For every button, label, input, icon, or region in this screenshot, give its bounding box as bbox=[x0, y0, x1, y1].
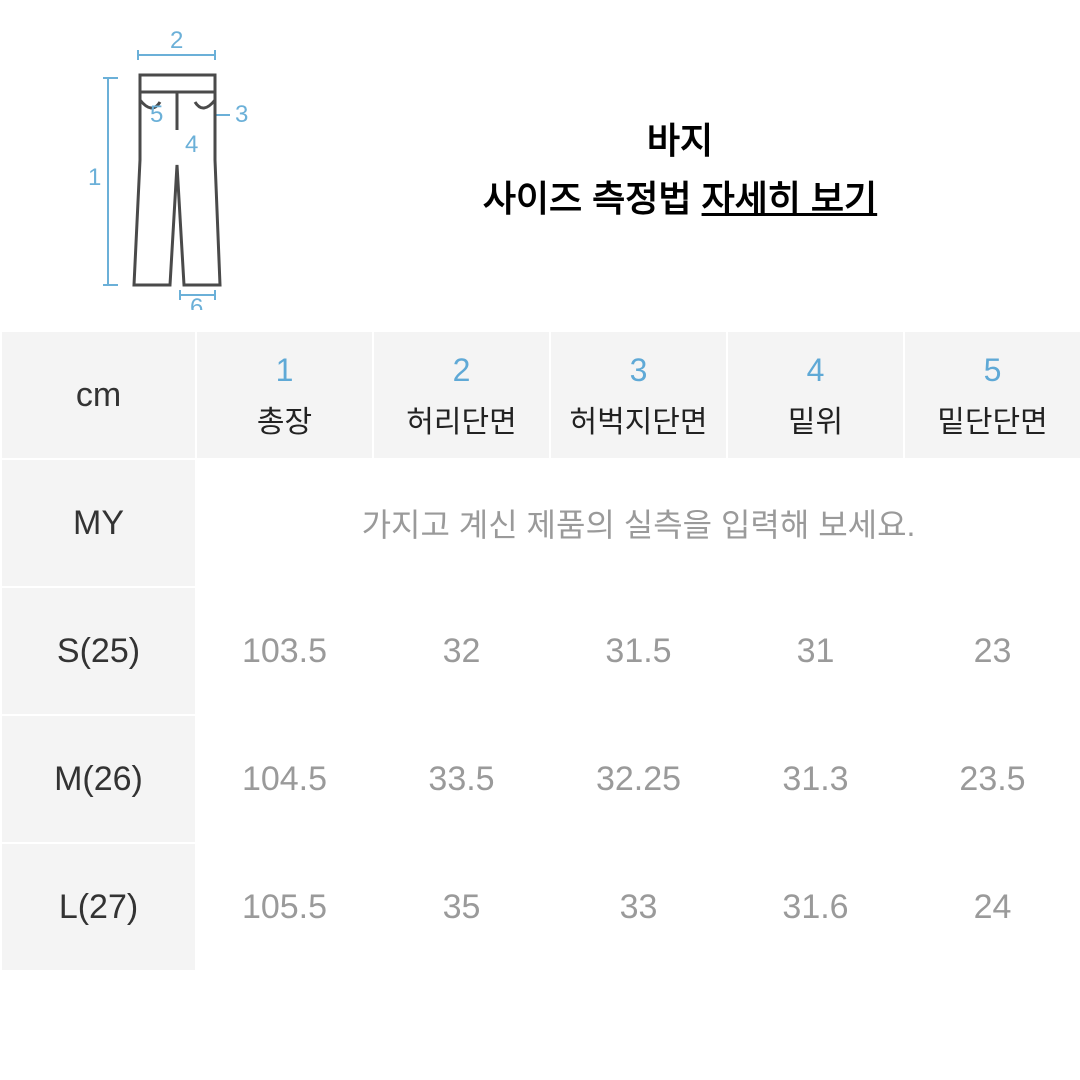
col-label-5: 밑단단면 bbox=[905, 400, 1080, 445]
size-val: 31.5 bbox=[550, 587, 727, 715]
size-val: 31 bbox=[727, 587, 904, 715]
size-val: 24 bbox=[904, 843, 1080, 971]
col-num-2: 2 bbox=[374, 346, 549, 394]
diagram-label-4: 4 bbox=[185, 131, 198, 158]
diagram-label-6: 6 bbox=[190, 294, 203, 310]
col-header-5: 5 밑단단면 bbox=[904, 331, 1080, 459]
size-label: M(26) bbox=[1, 715, 196, 843]
unit-header: cm bbox=[1, 331, 196, 459]
size-table: cm 1 총장 2 허리단면 3 허벅지단면 4 밑위 5 밑단단면 bbox=[0, 330, 1080, 972]
size-val: 32 bbox=[373, 587, 550, 715]
size-val: 23.5 bbox=[904, 715, 1080, 843]
size-val: 35 bbox=[373, 843, 550, 971]
col-label-3: 허벅지단면 bbox=[551, 400, 726, 445]
table-row: M(26) 104.5 33.5 32.25 31.3 23.5 bbox=[1, 715, 1080, 843]
col-num-4: 4 bbox=[728, 346, 903, 394]
header-region: 2 1 3 4 5 6 바지 사이즈 측정법 자세히 보기 bbox=[0, 0, 1080, 330]
col-header-1: 1 총장 bbox=[196, 331, 373, 459]
col-num-3: 3 bbox=[551, 346, 726, 394]
title-block: 바지 사이즈 측정법 자세히 보기 bbox=[360, 112, 1060, 227]
size-label: L(27) bbox=[1, 843, 196, 971]
measure-method-label: 사이즈 측정법 bbox=[483, 178, 692, 219]
table-header-row: cm 1 총장 2 허리단면 3 허벅지단면 4 밑위 5 밑단단면 bbox=[1, 331, 1080, 459]
diagram-label-5: 5 bbox=[150, 101, 163, 128]
col-header-2: 2 허리단면 bbox=[373, 331, 550, 459]
col-label-2: 허리단면 bbox=[374, 400, 549, 445]
size-val: 23 bbox=[904, 587, 1080, 715]
size-val: 103.5 bbox=[196, 587, 373, 715]
table-row: S(25) 103.5 32 31.5 31 23 bbox=[1, 587, 1080, 715]
detail-link[interactable]: 자세히 보기 bbox=[702, 178, 878, 219]
size-val: 31.3 bbox=[727, 715, 904, 843]
size-val: 32.25 bbox=[550, 715, 727, 843]
my-size-row[interactable]: MY 가지고 계신 제품의 실측을 입력해 보세요. bbox=[1, 459, 1080, 587]
col-label-1: 총장 bbox=[197, 400, 372, 445]
diagram-label-1: 1 bbox=[88, 164, 101, 191]
col-label-4: 밑위 bbox=[728, 400, 903, 445]
size-val: 33 bbox=[550, 843, 727, 971]
my-size-prompt[interactable]: 가지고 계신 제품의 실측을 입력해 보세요. bbox=[196, 459, 1080, 587]
col-num-5: 5 bbox=[905, 346, 1080, 394]
my-label: MY bbox=[1, 459, 196, 587]
col-num-1: 1 bbox=[197, 346, 372, 394]
pants-diagram: 2 1 3 4 5 6 bbox=[60, 30, 280, 310]
diagram-label-3: 3 bbox=[235, 101, 248, 128]
size-val: 105.5 bbox=[196, 843, 373, 971]
size-val: 33.5 bbox=[373, 715, 550, 843]
size-val: 104.5 bbox=[196, 715, 373, 843]
table-row: L(27) 105.5 35 33 31.6 24 bbox=[1, 843, 1080, 971]
product-type-title: 바지 bbox=[360, 112, 1000, 170]
diagram-label-2: 2 bbox=[170, 30, 183, 54]
col-header-3: 3 허벅지단면 bbox=[550, 331, 727, 459]
col-header-4: 4 밑위 bbox=[727, 331, 904, 459]
size-label: S(25) bbox=[1, 587, 196, 715]
size-val: 31.6 bbox=[727, 843, 904, 971]
